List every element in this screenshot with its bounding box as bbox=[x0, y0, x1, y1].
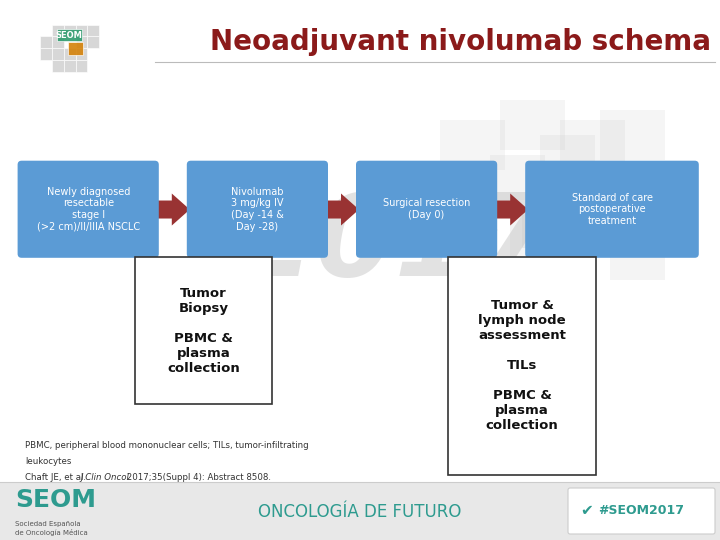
FancyBboxPatch shape bbox=[560, 120, 625, 170]
FancyBboxPatch shape bbox=[0, 0, 720, 485]
FancyBboxPatch shape bbox=[540, 135, 595, 180]
FancyBboxPatch shape bbox=[76, 48, 87, 60]
Text: SEOM: SEOM bbox=[15, 488, 96, 512]
FancyBboxPatch shape bbox=[64, 48, 76, 60]
FancyBboxPatch shape bbox=[560, 195, 615, 240]
FancyBboxPatch shape bbox=[76, 60, 87, 72]
Text: Tumor
Biopsy

PBMC &
plasma
collection: Tumor Biopsy PBMC & plasma collection bbox=[167, 287, 240, 375]
Text: ✔: ✔ bbox=[580, 503, 593, 518]
FancyBboxPatch shape bbox=[52, 25, 64, 36]
Text: 2017: 2017 bbox=[236, 190, 554, 300]
FancyBboxPatch shape bbox=[525, 161, 699, 258]
Text: Surgical resection
(Day 0): Surgical resection (Day 0) bbox=[383, 198, 470, 220]
FancyBboxPatch shape bbox=[568, 488, 715, 534]
FancyArrow shape bbox=[522, 202, 638, 258]
FancyBboxPatch shape bbox=[490, 155, 545, 200]
FancyBboxPatch shape bbox=[600, 110, 665, 160]
Text: Standard of care
postoperative
treatment: Standard of care postoperative treatment bbox=[572, 193, 652, 226]
FancyBboxPatch shape bbox=[448, 257, 596, 475]
Text: Chaft JE, et al.: Chaft JE, et al. bbox=[25, 474, 89, 482]
FancyArrow shape bbox=[324, 193, 359, 226]
Text: Sociedad Española: Sociedad Española bbox=[15, 521, 81, 527]
FancyBboxPatch shape bbox=[17, 161, 159, 258]
Text: 2017;35(Suppl 4): Abstract 8508.: 2017;35(Suppl 4): Abstract 8508. bbox=[124, 474, 271, 482]
FancyBboxPatch shape bbox=[52, 60, 64, 72]
FancyBboxPatch shape bbox=[40, 48, 52, 60]
FancyBboxPatch shape bbox=[610, 235, 665, 280]
Text: Neoadjuvant nivolumab schema: Neoadjuvant nivolumab schema bbox=[210, 28, 711, 56]
FancyBboxPatch shape bbox=[76, 37, 87, 48]
FancyBboxPatch shape bbox=[186, 161, 328, 258]
FancyBboxPatch shape bbox=[500, 100, 565, 150]
FancyBboxPatch shape bbox=[64, 60, 76, 72]
Text: PBMC, peripheral blood mononuclear cells; TILs, tumor-infiltrating: PBMC, peripheral blood mononuclear cells… bbox=[25, 441, 309, 450]
Text: ONCOLOGÍA DE FUTURO: ONCOLOGÍA DE FUTURO bbox=[258, 503, 462, 521]
FancyBboxPatch shape bbox=[68, 42, 83, 55]
FancyBboxPatch shape bbox=[0, 482, 720, 540]
FancyBboxPatch shape bbox=[356, 161, 498, 258]
FancyArrow shape bbox=[493, 193, 528, 226]
Text: Tumor &
lymph node
assessment

TILs

PBMC &
plasma
collection: Tumor & lymph node assessment TILs PBMC … bbox=[478, 299, 566, 433]
Text: leukocytes: leukocytes bbox=[25, 457, 71, 466]
FancyBboxPatch shape bbox=[64, 25, 76, 36]
FancyBboxPatch shape bbox=[76, 25, 87, 36]
FancyBboxPatch shape bbox=[440, 120, 505, 170]
Text: SEOM: SEOM bbox=[55, 30, 83, 39]
FancyBboxPatch shape bbox=[510, 215, 565, 260]
Text: J Clin Oncol.: J Clin Oncol. bbox=[80, 474, 132, 482]
FancyArrow shape bbox=[155, 193, 190, 226]
FancyBboxPatch shape bbox=[40, 37, 52, 48]
FancyBboxPatch shape bbox=[87, 37, 99, 48]
Text: Newly diagnosed
resectable
stage I
(>2 cm)/II/IIIA NSCLC: Newly diagnosed resectable stage I (>2 c… bbox=[37, 187, 140, 232]
FancyBboxPatch shape bbox=[52, 37, 64, 48]
FancyArrow shape bbox=[382, 202, 498, 258]
FancyBboxPatch shape bbox=[135, 257, 272, 404]
Text: de Oncología Médica: de Oncología Médica bbox=[15, 529, 88, 536]
FancyBboxPatch shape bbox=[87, 25, 99, 36]
FancyBboxPatch shape bbox=[630, 185, 685, 230]
FancyBboxPatch shape bbox=[57, 29, 81, 41]
FancyBboxPatch shape bbox=[52, 48, 64, 60]
Text: Nivolumab
3 mg/kg IV
(Day -14 &
Day -28): Nivolumab 3 mg/kg IV (Day -14 & Day -28) bbox=[231, 187, 284, 232]
Text: #SEOM2017: #SEOM2017 bbox=[598, 504, 684, 517]
